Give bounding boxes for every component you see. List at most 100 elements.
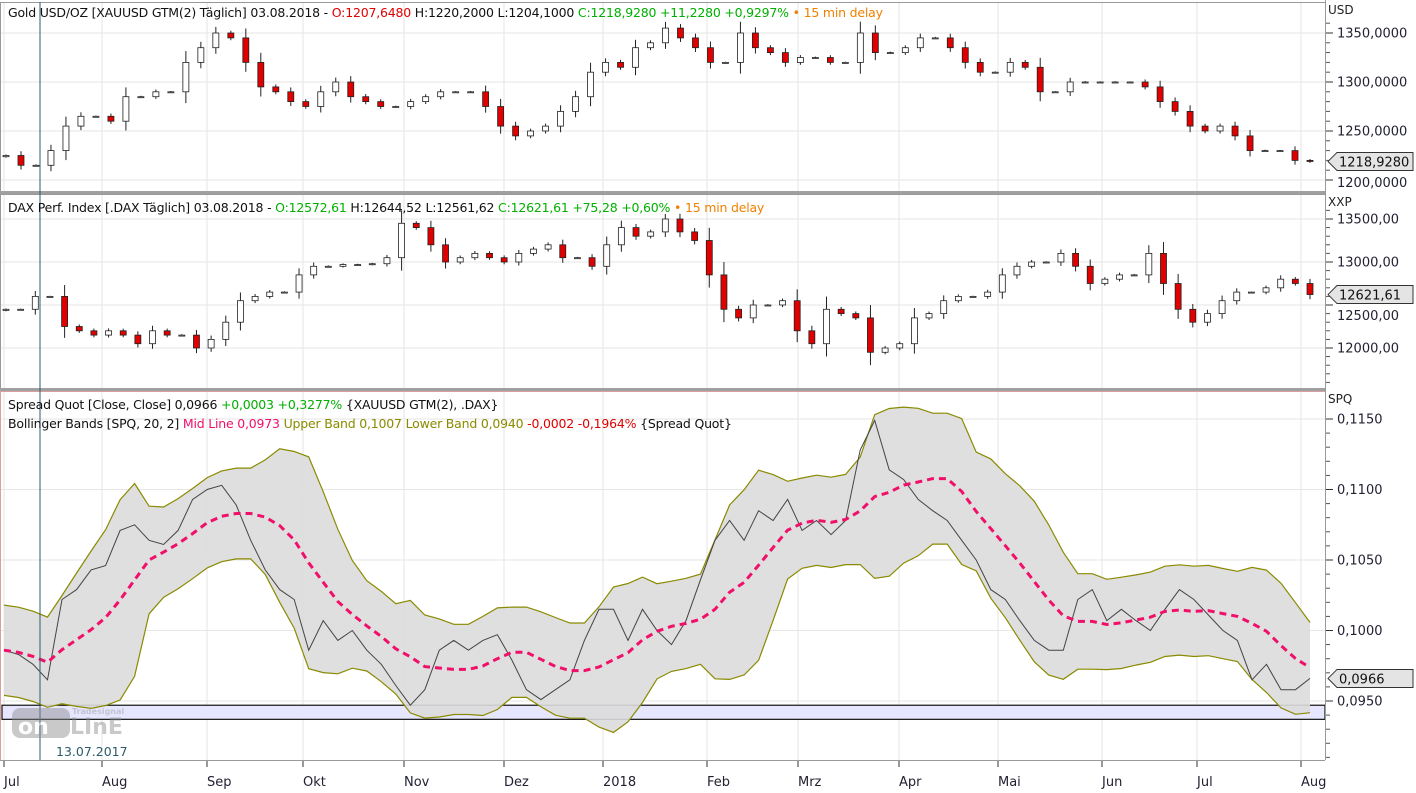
legend-part: Upper Band 0,1007 Lower Band 0,0940 (283, 416, 528, 431)
x-tick-label: Apr (899, 775, 922, 790)
gold-candle (407, 101, 415, 107)
dax-candle (383, 257, 391, 265)
dax-candle (1101, 278, 1109, 284)
gold-candle (632, 47, 639, 68)
gold-candle (1276, 150, 1284, 153)
gold-candle (737, 32, 744, 63)
gold-candle (1246, 135, 1254, 151)
gold-candle (961, 47, 969, 63)
dax-candle (251, 295, 259, 302)
bollinger-mid-line (3, 477, 1311, 673)
dax-candle (310, 265, 318, 276)
y-tick-label: 0,1150 (1337, 413, 1383, 428)
spread-legend: Spread Quot [Close, Close] 0,0966 +0,000… (8, 397, 498, 412)
x-tick-label: Feb (707, 775, 730, 790)
dax-candle (90, 330, 98, 336)
dax-candle (1145, 252, 1153, 276)
dax-candle (1116, 274, 1123, 280)
gold-candle (557, 111, 564, 127)
bollinger-upper-band (3, 406, 1311, 625)
gold-candle (647, 42, 654, 49)
gold-candle (482, 91, 490, 107)
dax-candle (1291, 278, 1299, 284)
legend-part: Mid Line 0,0973 (182, 416, 284, 431)
y-tick-label: 0,1000 (1337, 624, 1383, 639)
gold-candle (287, 91, 295, 103)
gold-candle (602, 62, 609, 73)
legend-part: {Spread Quot} (640, 416, 732, 431)
dax-candle (280, 291, 288, 294)
y-tick-label: 12500,00 (1337, 309, 1399, 324)
gold-candle (856, 32, 864, 63)
dax-candle (632, 227, 640, 237)
gold-candle (542, 125, 549, 132)
legend-part: O:12572,61 (275, 200, 351, 215)
gold-candle (1126, 81, 1134, 84)
gold-candle (167, 91, 175, 94)
gold-candle (1261, 150, 1269, 153)
gold-candle (1186, 111, 1194, 127)
y-tick-label: 12000,00 (1337, 342, 1399, 357)
dax-candle (1086, 265, 1094, 284)
gold-candle (707, 47, 714, 63)
gold-candle (587, 71, 594, 98)
last-price-marker (1327, 151, 1414, 171)
dax-candle (119, 330, 127, 336)
y-axis-background (1325, 0, 1416, 793)
gold-candle (1306, 159, 1314, 162)
gold-candle (572, 96, 579, 112)
gold-candle (62, 125, 70, 151)
legend-part: O:1207,6480 (331, 5, 415, 20)
last-price-marker (1327, 285, 1414, 305)
legend-part: C:12621,61 +75,28 +0,60% (498, 200, 674, 215)
dax-candle (412, 222, 420, 229)
gold-candle (512, 125, 520, 137)
gold-candle (242, 37, 250, 63)
dax-candle (647, 231, 655, 237)
legend-part: Gold USD/OZ [XAUUSD GTM(2) Täglich] 03.0… (8, 5, 332, 20)
dax-candle (808, 330, 816, 345)
dax-candle (940, 300, 948, 315)
dax-candle (1262, 287, 1270, 293)
dax-candle (193, 334, 200, 349)
x-tick-label: Aug (1301, 775, 1326, 790)
dax-candle (911, 317, 918, 345)
y-tick-label: 0,1050 (1337, 554, 1383, 569)
gold-candle (392, 106, 400, 108)
price-zone-box (1, 704, 1326, 720)
gold-candle (47, 150, 55, 166)
y-tick-label: 0,0950 (1337, 695, 1383, 710)
panel-separator (0, 388, 1416, 391)
dax-candle (486, 252, 493, 259)
gold-candle (227, 32, 235, 39)
y-tick-label: 1250,0000 (1337, 125, 1407, 140)
dax-candle (823, 308, 830, 345)
dax-candle (661, 218, 669, 233)
dax-candle (617, 227, 625, 246)
dax-candle (339, 264, 347, 267)
dax-candle (471, 252, 479, 259)
gold-candle (1051, 91, 1059, 94)
gold-candle (347, 81, 355, 98)
legend-part: Spread Quot [Close, Close] (8, 397, 175, 412)
gold-candle (1141, 81, 1149, 88)
gold-candle (107, 115, 115, 122)
legend-part: DAX Perf. Index [.DAX Täglich] 03.08.201… (8, 200, 276, 215)
x-tick-label: Aug (102, 775, 127, 790)
dax-candle (867, 317, 874, 353)
y-tick-label: 13500,00 (1337, 213, 1399, 228)
gold-candle (1021, 62, 1029, 68)
dax-candle (1189, 308, 1197, 323)
dax-candle (368, 263, 376, 266)
gold-candle (1156, 86, 1164, 103)
dax-candle (1160, 252, 1167, 284)
dax-candle (105, 330, 112, 336)
gold-candle (1291, 150, 1299, 161)
dax-candle (1233, 291, 1241, 302)
dax-candle (793, 300, 801, 332)
gold-candle (122, 96, 130, 122)
dax-candle (237, 300, 244, 323)
dax-candle (61, 295, 69, 327)
bollinger-lower-band (3, 543, 1311, 734)
